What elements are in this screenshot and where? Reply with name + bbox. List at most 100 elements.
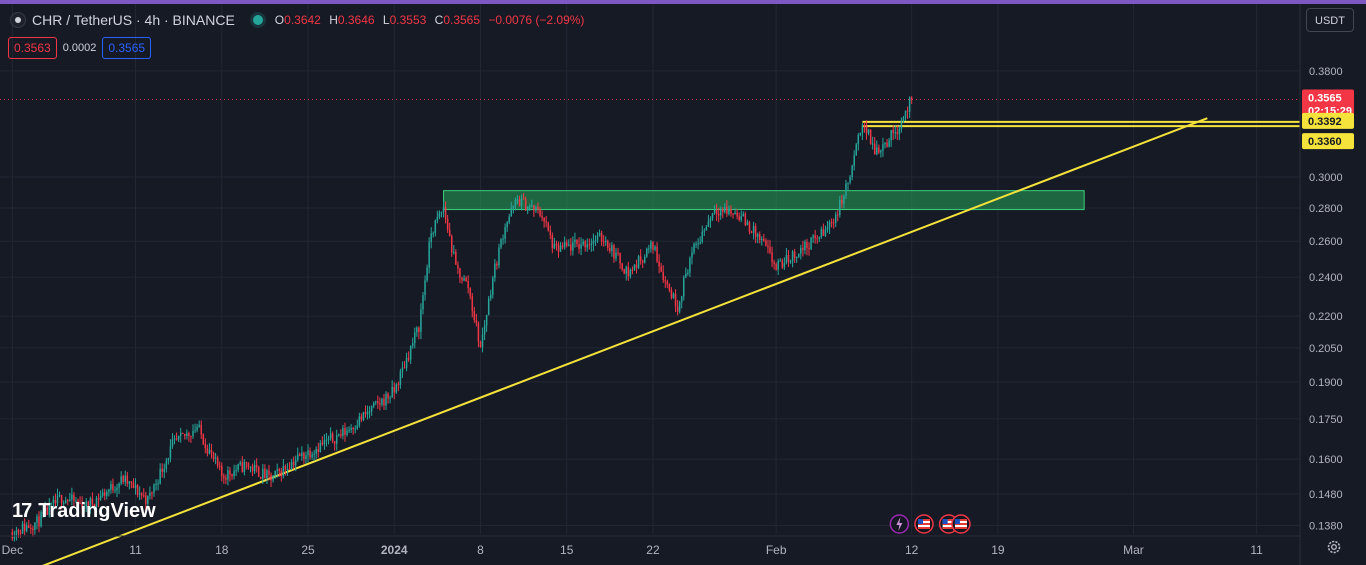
price-chart[interactable]: 0.3800 0.3000 0.2800 0.2600 0.2400 0.2200 0.20… bbox=[0, 4, 1366, 565]
candle-body bbox=[604, 240, 607, 242]
candle-body bbox=[225, 477, 227, 480]
currency-button[interactable]: USDT bbox=[1306, 8, 1354, 32]
candle-body bbox=[444, 207, 447, 219]
price-change: −0.0076 (−2.09%) bbox=[488, 13, 585, 27]
candle-body bbox=[537, 207, 539, 210]
candle-body bbox=[633, 264, 636, 270]
candle-body bbox=[736, 212, 738, 217]
candle-body bbox=[87, 501, 90, 509]
x-tick-label: Dec bbox=[2, 543, 23, 557]
candle-body bbox=[64, 500, 67, 503]
candle-body bbox=[518, 199, 521, 207]
candle-body bbox=[541, 215, 543, 218]
candle-body bbox=[101, 492, 104, 496]
candle-body bbox=[629, 269, 632, 277]
symbol-header[interactable]: CHR / TetherUS · 4h · BINANCE O0.3642 H0… bbox=[10, 10, 589, 30]
candle-body bbox=[590, 243, 593, 245]
candle-body bbox=[734, 212, 736, 215]
chart-grid bbox=[0, 4, 1300, 534]
candle-body bbox=[574, 239, 576, 243]
price-level-label-bg bbox=[1302, 133, 1354, 150]
candle-body bbox=[828, 222, 831, 228]
candle-body bbox=[602, 241, 605, 243]
candle-body bbox=[783, 263, 786, 268]
y-tick-label: 0.2200 bbox=[1309, 311, 1343, 323]
flash-event-icon[interactable] bbox=[889, 514, 910, 534]
candle-body bbox=[362, 412, 365, 420]
candle-body bbox=[522, 198, 525, 200]
candle-body bbox=[800, 247, 802, 254]
candle-body bbox=[430, 233, 432, 243]
candle-body bbox=[481, 334, 484, 348]
candle-body bbox=[477, 322, 480, 342]
candle-body bbox=[908, 97, 911, 112]
candle-body bbox=[60, 495, 63, 503]
candle-body bbox=[691, 252, 693, 258]
x-tick-label: 11 bbox=[129, 543, 142, 557]
candle-body bbox=[873, 143, 876, 155]
candle-body bbox=[510, 208, 513, 217]
candle-body bbox=[769, 247, 771, 253]
settings-gear-icon[interactable] bbox=[1326, 539, 1342, 555]
candle-body bbox=[44, 507, 46, 513]
candle-body bbox=[621, 263, 623, 270]
candle-body bbox=[596, 235, 599, 241]
candle-body bbox=[177, 435, 180, 440]
candle-body bbox=[713, 210, 716, 214]
candle-body bbox=[732, 213, 734, 215]
candle-body bbox=[754, 226, 757, 237]
candle-body bbox=[208, 449, 211, 454]
candle-body bbox=[432, 232, 435, 234]
candle-body bbox=[584, 241, 586, 248]
symbol-logo-icon bbox=[10, 12, 26, 28]
candle-body bbox=[91, 498, 94, 504]
candle-body bbox=[904, 110, 907, 118]
candle-body bbox=[21, 523, 24, 534]
candle-body bbox=[294, 460, 297, 466]
us-flag-event-icon[interactable] bbox=[951, 514, 971, 534]
candle-body bbox=[758, 234, 761, 241]
candle-body bbox=[549, 230, 552, 236]
candle-body bbox=[161, 468, 163, 472]
candle-body bbox=[83, 508, 85, 510]
y-tick-label: 0.1380 bbox=[1309, 520, 1343, 532]
tradingview-logo[interactable]: 17 TradingView bbox=[12, 500, 156, 523]
candle-body bbox=[728, 209, 730, 214]
candle-body bbox=[453, 251, 455, 253]
candle-body bbox=[475, 319, 478, 323]
candle-body bbox=[878, 147, 880, 153]
candle-body bbox=[900, 120, 903, 129]
candle-body bbox=[93, 503, 96, 507]
flag-stripe bbox=[942, 519, 955, 521]
candle-body bbox=[717, 214, 720, 216]
candle-body bbox=[746, 222, 749, 226]
candle-body bbox=[851, 165, 853, 177]
candle-body bbox=[656, 246, 658, 262]
candle-body bbox=[401, 367, 404, 372]
buy-button[interactable]: 0.3565 bbox=[102, 37, 152, 59]
candle-body bbox=[278, 469, 281, 471]
candle-body bbox=[434, 220, 437, 233]
candle-body bbox=[194, 430, 196, 432]
candle-body bbox=[767, 245, 769, 248]
candle-body bbox=[465, 277, 467, 282]
candle-body bbox=[709, 218, 712, 222]
price-levels-layer bbox=[0, 99, 1300, 128]
candle-body bbox=[871, 143, 874, 145]
candle-body bbox=[664, 280, 667, 282]
us-flag-event-icon[interactable] bbox=[914, 514, 934, 534]
sell-button[interactable]: 0.3563 bbox=[8, 37, 57, 59]
events-layer[interactable] bbox=[889, 514, 971, 534]
candle-body bbox=[535, 207, 537, 211]
candle-body bbox=[198, 424, 200, 427]
symbol-title[interactable]: CHR / TetherUS · 4h · BINANCE bbox=[32, 12, 235, 28]
candle-body bbox=[13, 537, 16, 539]
candle-body bbox=[568, 244, 570, 246]
top-accent-bar bbox=[0, 0, 1366, 4]
candle-body bbox=[313, 453, 315, 455]
candle-body bbox=[775, 263, 777, 270]
candle-body bbox=[58, 495, 61, 497]
candle-body bbox=[335, 435, 338, 444]
candle-body bbox=[902, 117, 905, 121]
candle-body bbox=[223, 476, 225, 478]
